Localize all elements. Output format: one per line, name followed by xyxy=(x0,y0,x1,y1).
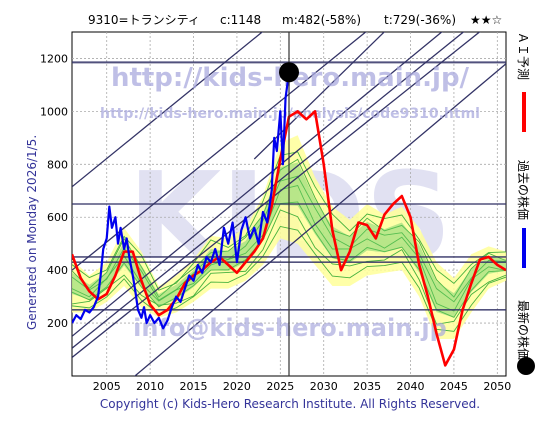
header-rating-stars: ★★☆ xyxy=(470,13,502,27)
legend-ai-label: ＡＩ予測 xyxy=(516,32,530,80)
x-tick-label-2050: 2050 xyxy=(483,380,511,393)
y-tick-label-400: 400 xyxy=(47,264,68,277)
watermark-email: info@kids-hero.main.jp xyxy=(133,314,447,342)
header-code-name: 9310=トランシティ xyxy=(88,13,200,27)
header-target-price: t:729(-36%) xyxy=(384,13,456,27)
y-tick-label-600: 600 xyxy=(47,211,68,224)
y-tick-label-1000: 1000 xyxy=(40,105,68,118)
past-price-line xyxy=(72,72,291,330)
marker-layer xyxy=(279,32,299,376)
y-tick-label-200: 200 xyxy=(47,317,68,330)
x-tick-label-2020: 2020 xyxy=(223,380,251,393)
x-tick-label-2025: 2025 xyxy=(266,380,294,393)
legend-ai-swatch xyxy=(522,92,526,132)
channel-line-3 xyxy=(72,32,264,188)
watermark-url-analysis: http://kids-hero.main.jp/analysis/code93… xyxy=(100,106,480,122)
x-tick-label-2045: 2045 xyxy=(440,380,468,393)
plot-content: KIDS http://kids-hero.main.jp/ http://ki… xyxy=(72,32,506,376)
header-mid-price: m:482(-58%) xyxy=(282,13,361,27)
generated-date-label: Generated on Monday 2026/1/5. xyxy=(25,135,39,330)
x-tick-label-2010: 2010 xyxy=(136,380,164,393)
x-tick-label-2030: 2030 xyxy=(310,380,338,393)
latest-price-point xyxy=(279,62,299,83)
x-tick-label-2040: 2040 xyxy=(397,380,425,393)
legend-latest-marker xyxy=(517,357,535,375)
y-tick-label-1200: 1200 xyxy=(40,52,68,65)
header-current-price: c:1148 xyxy=(220,13,261,27)
legend-past-label: 過去の株価 xyxy=(516,160,531,220)
legend: ＡＩ予測 過去の株価 最新の株価 xyxy=(516,32,535,375)
legend-past-swatch xyxy=(522,228,526,268)
axis-layer: 200 400 600 800 1000 1200 2005 2010 2015 2020 2025… xyxy=(40,52,511,393)
x-tick-label-2035: 2035 xyxy=(353,380,381,393)
footer-copyright: Copyright (c) Kids-Hero Research Institu… xyxy=(100,397,480,411)
x-tick-label-2015: 2015 xyxy=(180,380,208,393)
x-tick-label-2005: 2005 xyxy=(93,380,121,393)
legend-latest-label: 最新の株価 xyxy=(516,300,531,360)
channel-line-5 xyxy=(253,32,386,160)
y-tick-label-800: 800 xyxy=(47,158,68,171)
